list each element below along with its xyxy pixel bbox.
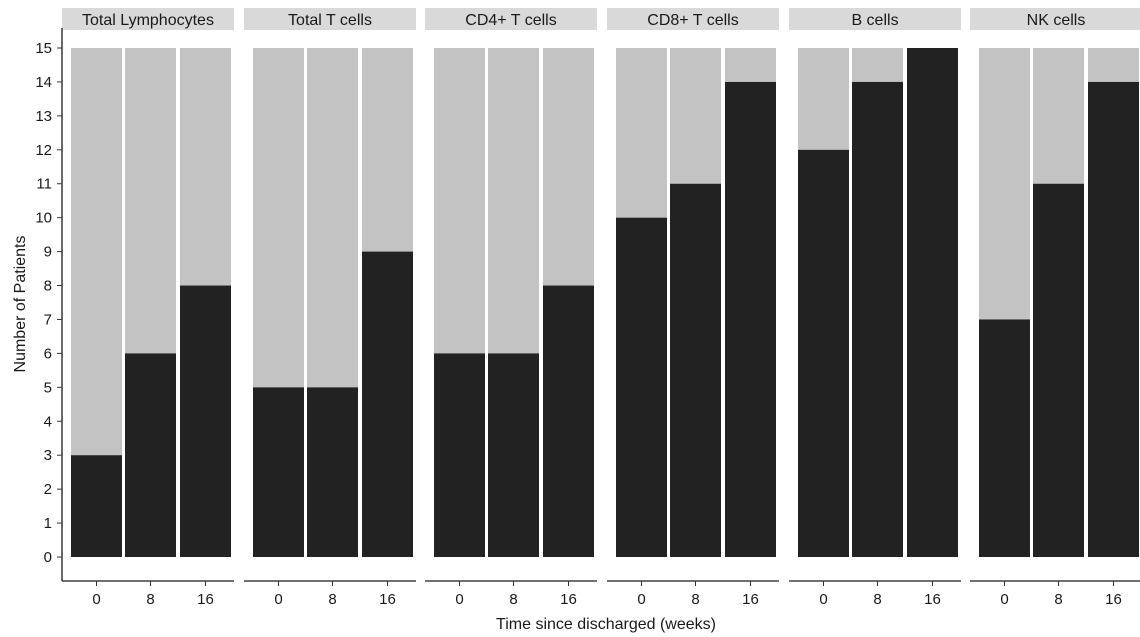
bar-dark-segment (852, 81, 903, 557)
y-axis-title: Number of Patients (12, 236, 29, 373)
y-tick-label: 15 (35, 40, 52, 57)
bar-dark-segment (1033, 183, 1084, 557)
bar-dark-segment (907, 48, 958, 557)
bar-light-segment (1088, 48, 1139, 82)
bar-dark-segment (307, 387, 358, 557)
y-tick-label: 11 (36, 176, 52, 193)
x-tick-label: 8 (328, 591, 336, 608)
x-tick-label: 0 (819, 591, 827, 608)
bar-dark-segment (725, 81, 776, 557)
bar-light-segment (616, 48, 667, 218)
bar-dark-segment (488, 353, 539, 557)
bar-dark-segment (543, 285, 594, 557)
bar-light-segment (362, 48, 413, 252)
bar-light-segment (71, 48, 122, 456)
x-tick-label: 16 (924, 591, 941, 608)
bar-dark-segment (253, 387, 304, 557)
bar-dark-segment (71, 455, 122, 557)
bar-light-segment (125, 48, 176, 354)
bar-dark-segment (434, 353, 485, 557)
x-tick-label: 0 (92, 591, 100, 608)
y-tick-label: 6 (44, 345, 52, 362)
x-tick-label: 0 (637, 591, 645, 608)
y-tick-label: 12 (35, 142, 52, 159)
y-tick-label: 10 (35, 210, 52, 227)
panel-strip-cd4-t-cells (425, 8, 597, 30)
bars-layer (71, 48, 1139, 558)
bar-dark-segment (616, 217, 667, 557)
panel-label-cd8-t-cells: CD8+ T cells (647, 12, 738, 29)
bar-light-segment (180, 48, 231, 286)
bar-light-segment (979, 48, 1030, 320)
panel-strip-cd8-t-cells (607, 8, 779, 30)
panel-label-total-lymphocytes: Total Lymphocytes (82, 12, 214, 29)
y-tick-label: 5 (44, 379, 52, 396)
x-tick-label: 0 (455, 591, 463, 608)
bar-dark-segment (125, 353, 176, 557)
x-tick-label: 16 (560, 591, 577, 608)
x-axis-title: Time since discharged (weeks) (496, 616, 716, 633)
panel-label-total-t-cells: Total T cells (288, 12, 372, 29)
panel-strip-b-cells (789, 8, 961, 30)
x-tick-label: 0 (274, 591, 282, 608)
y-tick-label: 3 (44, 447, 52, 464)
bar-dark-segment (979, 319, 1030, 557)
bar-light-segment (253, 48, 304, 388)
x-tick-label: 16 (379, 591, 396, 608)
y-tick-label: 4 (44, 413, 52, 430)
y-tick-label: 13 (35, 108, 52, 125)
y-tick-label: 7 (44, 311, 52, 328)
y-tick-label: 1 (44, 515, 52, 532)
bar-dark-segment (180, 285, 231, 557)
bar-light-segment (543, 48, 594, 286)
x-tick-label: 16 (1105, 591, 1122, 608)
panel-label-cd4-t-cells: CD4+ T cells (465, 12, 556, 29)
x-tick-label: 8 (691, 591, 699, 608)
bar-light-segment (307, 48, 358, 388)
bar-dark-segment (362, 251, 413, 557)
x-tick-label: 8 (1054, 591, 1062, 608)
x-tick-label: 16 (197, 591, 214, 608)
bar-dark-segment (1088, 81, 1139, 557)
bar-light-segment (852, 48, 903, 82)
panel-strip-total-lymphocytes (62, 8, 234, 30)
bar-dark-segment (798, 149, 849, 558)
bar-light-segment (1033, 48, 1084, 184)
bar-light-segment (670, 48, 721, 184)
panel-strip-total-t-cells (244, 8, 416, 30)
x-tick-label: 0 (1000, 591, 1008, 608)
x-tick-label: 8 (146, 591, 154, 608)
y-tick-label: 9 (44, 244, 52, 261)
y-tick-label: 0 (44, 549, 52, 566)
bar-light-segment (488, 48, 539, 354)
panel-label-nk-cells: NK cells (1027, 12, 1086, 29)
bar-light-segment (725, 48, 776, 82)
bar-dark-segment (670, 183, 721, 557)
panel-label-b-cells: B cells (851, 12, 898, 29)
y-tick-label: 14 (35, 74, 52, 91)
y-tick-label: 2 (44, 481, 52, 498)
bar-light-segment (798, 48, 849, 150)
bar-light-segment (434, 48, 485, 354)
x-tick-label: 8 (509, 591, 517, 608)
y-tick-label: 8 (44, 278, 52, 295)
x-tick-label: 8 (873, 591, 881, 608)
panel-strip-nk-cells (970, 8, 1140, 30)
panel-strips: Total Lymphocytes Total T cells CD4+ T cel… (62, 8, 1140, 30)
x-tick-label: 16 (742, 591, 759, 608)
